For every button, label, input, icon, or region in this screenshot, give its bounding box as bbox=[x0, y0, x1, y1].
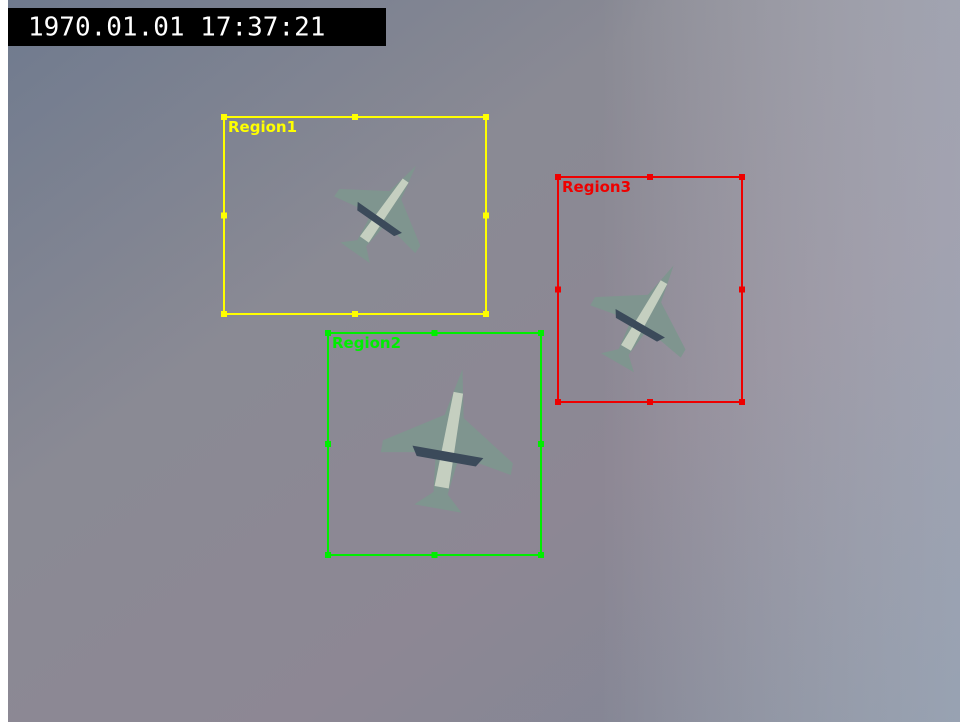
resize-handle[interactable] bbox=[483, 114, 489, 120]
region-label: Region2 bbox=[332, 334, 401, 352]
page: 1970.01.01 17:37:21 Region1 Region2 Regi… bbox=[0, 0, 960, 722]
resize-handle[interactable] bbox=[647, 399, 653, 405]
resize-handle[interactable] bbox=[555, 174, 561, 180]
resize-handle[interactable] bbox=[739, 174, 745, 180]
resize-handle[interactable] bbox=[221, 114, 227, 120]
light-reflection bbox=[600, 0, 960, 722]
resize-handle[interactable] bbox=[555, 399, 561, 405]
resize-handle[interactable] bbox=[647, 174, 653, 180]
resize-handle[interactable] bbox=[325, 441, 331, 447]
region-label: Region3 bbox=[562, 178, 631, 196]
resize-handle[interactable] bbox=[432, 552, 438, 558]
camera-view: 1970.01.01 17:37:21 Region1 Region2 Regi… bbox=[0, 0, 960, 722]
resize-handle[interactable] bbox=[739, 399, 745, 405]
resize-handle[interactable] bbox=[221, 213, 227, 219]
resize-handle[interactable] bbox=[739, 287, 745, 293]
resize-handle[interactable] bbox=[325, 330, 331, 336]
resize-handle[interactable] bbox=[483, 311, 489, 317]
timestamp: 1970.01.01 17:37:21 bbox=[28, 13, 325, 43]
resize-handle[interactable] bbox=[538, 330, 544, 336]
resize-handle[interactable] bbox=[538, 552, 544, 558]
resize-handle[interactable] bbox=[352, 311, 358, 317]
region-label: Region1 bbox=[228, 118, 297, 136]
resize-handle[interactable] bbox=[352, 114, 358, 120]
resize-handle[interactable] bbox=[325, 552, 331, 558]
resize-handle[interactable] bbox=[538, 441, 544, 447]
resize-handle[interactable] bbox=[432, 330, 438, 336]
resize-handle[interactable] bbox=[555, 287, 561, 293]
resize-handle[interactable] bbox=[483, 213, 489, 219]
resize-handle[interactable] bbox=[221, 311, 227, 317]
